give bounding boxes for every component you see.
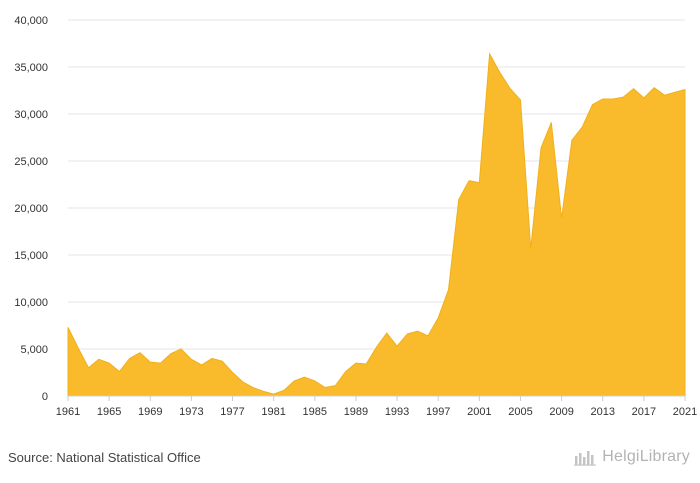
y-tick-label: 20,000 [14, 203, 48, 215]
x-tick-label: 2001 [467, 406, 491, 418]
y-axis: 0 5,000 10,000 15,000 20,000 25,000 30,000 35,0… [14, 15, 48, 403]
x-tick-label: 1981 [261, 406, 285, 418]
y-tick-label: 25,000 [14, 156, 48, 168]
y-tick-label: 0 [42, 391, 48, 403]
y-tick-label: 5,000 [20, 344, 48, 356]
x-tick-label: 2021 [673, 406, 697, 418]
area-chart: 0 5,000 10,000 15,000 20,000 25,000 30,000 35,0… [14, 15, 697, 418]
x-tick-label: 2005 [508, 406, 532, 418]
x-tick-label: 1969 [138, 406, 162, 418]
chart-footer: Source: National Statistical Office Helg… [0, 440, 700, 483]
y-tick-label: 15,000 [14, 250, 48, 262]
x-tick-label: 2009 [549, 406, 573, 418]
x-tick-label: 1985 [303, 406, 327, 418]
y-tick-label: 35,000 [14, 62, 48, 74]
source-note: Source: National Statistical Office [8, 450, 201, 465]
x-axis: 1961 1965 1969 1973 1977 1981 1985 1989 1993 1997… [56, 395, 697, 418]
brand-prefix: Helgi [602, 448, 640, 465]
x-tick-label: 1977 [220, 406, 244, 418]
x-tick-label: 1961 [56, 406, 80, 418]
brand-logo: Helgi Library [574, 448, 690, 466]
x-tick-label: 2013 [590, 406, 614, 418]
y-tick-label: 30,000 [14, 109, 48, 121]
x-tick-label: 1993 [385, 406, 409, 418]
area-fill [67, 52, 686, 397]
x-tick-label: 1997 [426, 406, 450, 418]
area-series [67, 52, 686, 397]
x-tick-label: 1973 [179, 406, 203, 418]
brand-suffix: Library [639, 448, 690, 465]
grid-lines [68, 19, 685, 397]
x-tick-label: 1989 [344, 406, 368, 418]
x-tick-label: 2017 [632, 406, 656, 418]
helgi-library-logo-icon [574, 451, 597, 466]
y-tick-label: 40,000 [14, 15, 48, 27]
y-tick-label: 10,000 [14, 297, 48, 309]
x-tick-label: 1965 [97, 406, 121, 418]
